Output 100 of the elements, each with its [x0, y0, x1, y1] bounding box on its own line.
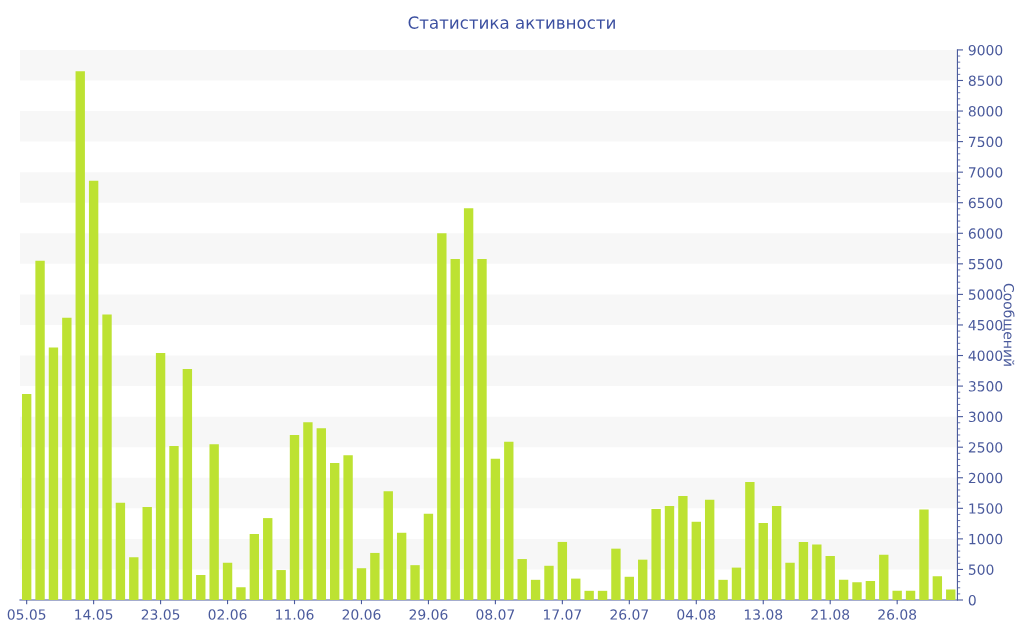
y-tick-label: 0: [968, 594, 976, 606]
bar: [571, 578, 581, 600]
x-tick-label: 08.07: [476, 609, 515, 620]
bar: [544, 565, 554, 600]
x-tick-label: 21.08: [811, 609, 850, 620]
bar: [597, 590, 608, 600]
bar: [249, 533, 260, 600]
bar: [490, 458, 501, 600]
bar: [62, 317, 72, 600]
y-tick-label: 2000: [968, 472, 1003, 484]
bar: [704, 499, 715, 600]
bar: [865, 581, 876, 600]
y-tick-label: 1000: [969, 533, 1003, 545]
bar: [263, 518, 273, 600]
bar: [115, 502, 126, 600]
bar: [691, 521, 701, 600]
bar: [892, 590, 902, 600]
bar: [758, 522, 768, 600]
bar: [745, 482, 755, 600]
bar: [517, 559, 527, 600]
bar: [182, 368, 193, 600]
y-axis-title: Сообщений: [1001, 283, 1015, 366]
bar: [35, 260, 45, 600]
bar: [879, 554, 889, 600]
bar: [477, 258, 487, 600]
y-tick-label: 7500: [969, 136, 1003, 148]
bar: [825, 555, 835, 600]
bar: [316, 428, 326, 600]
bar: [370, 552, 380, 600]
bar: [771, 505, 782, 600]
bar: [785, 562, 795, 600]
x-tick-label: 14.05: [75, 609, 113, 620]
bar: [718, 579, 728, 600]
bar: [731, 567, 742, 600]
bar: [798, 541, 809, 600]
bar: [102, 314, 112, 600]
bar: [919, 509, 929, 600]
x-tick-label: 20.06: [342, 609, 381, 620]
bar: [289, 434, 300, 600]
bar: [356, 568, 367, 600]
y-tick-label: 6000: [968, 228, 1003, 239]
bar: [169, 445, 179, 600]
bar: [624, 576, 635, 600]
bar: [129, 557, 139, 600]
bar: [383, 491, 393, 600]
x-tick-label: 11.06: [276, 609, 314, 620]
bar: [48, 347, 59, 600]
bar: [88, 180, 99, 600]
x-tick-label: 05.05: [7, 609, 46, 620]
bar: [638, 559, 648, 600]
bar: [276, 570, 286, 600]
bar: [410, 565, 420, 600]
bar: [557, 541, 568, 600]
x-tick-label: 17.07: [544, 609, 582, 620]
bar: [584, 590, 594, 600]
bar: [396, 532, 407, 600]
bar: [530, 579, 541, 600]
bar: [812, 544, 822, 600]
x-tick-label: 04.08: [677, 609, 716, 620]
bar: [343, 455, 353, 600]
y-tick-label: 4000: [968, 350, 1003, 361]
bar: [222, 562, 233, 600]
bar: [838, 579, 849, 600]
bar: [196, 574, 206, 600]
x-tick-label: 29.06: [409, 609, 448, 620]
x-tick-label: 02.06: [208, 609, 247, 620]
chart-title: Статистика активности: [408, 16, 615, 29]
bar: [946, 589, 956, 600]
y-tick-label: 3000: [968, 411, 1003, 423]
y-tick-label: 6500: [968, 197, 1003, 209]
bar: [678, 496, 688, 600]
x-tick-label: 13.08: [744, 609, 783, 620]
bar: [611, 548, 621, 600]
y-tick-label: 9000: [968, 44, 1003, 56]
y-tick-label: 3500: [968, 381, 1003, 392]
bar: [155, 353, 166, 600]
bar: [664, 505, 675, 600]
y-tick-label: 8500: [968, 75, 1003, 86]
bar: [450, 258, 460, 600]
bar: [21, 394, 32, 600]
bar: [303, 422, 313, 600]
bar: [463, 208, 474, 600]
y-tick-label: 4500: [968, 319, 1003, 331]
bar: [236, 587, 246, 600]
y-tick-label: 2500: [968, 442, 1003, 453]
x-tick-label: 23.05: [141, 609, 180, 620]
bar: [423, 513, 434, 600]
y-tick-label: 1500: [969, 503, 1003, 514]
bar: [852, 582, 862, 600]
bar: [932, 576, 943, 600]
bar: [437, 233, 447, 600]
y-tick-label: 5000: [968, 289, 1003, 300]
bar: [209, 444, 219, 600]
x-tick-label: 26.08: [878, 609, 917, 620]
x-tick-label: 26.07: [610, 609, 649, 620]
bar: [330, 463, 340, 600]
y-tick-label: 5500: [968, 258, 1003, 270]
bar: [75, 71, 85, 600]
bar: [905, 590, 916, 600]
y-tick-label: 500: [968, 564, 994, 575]
